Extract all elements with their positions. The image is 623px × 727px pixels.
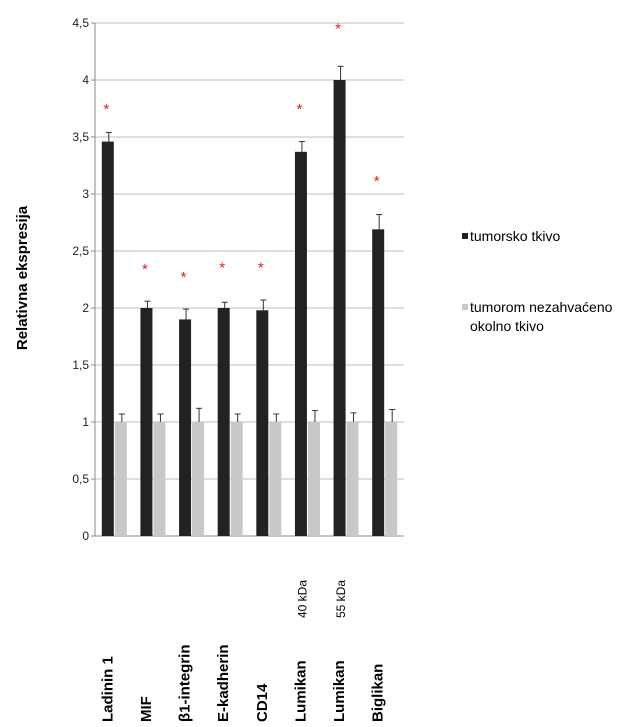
bar-surrounding xyxy=(385,422,398,536)
error-bars xyxy=(105,65,396,422)
significance-star: * xyxy=(103,101,109,118)
y-tick-label: 0,5 xyxy=(72,472,89,486)
x-category-label: E-kadherin xyxy=(215,644,232,722)
y-tick-label: 4 xyxy=(82,73,89,87)
x-category-label: Lumikan xyxy=(292,660,309,722)
legend-label-surrounding: tumorom nezahvaćeno okolno tkivo xyxy=(470,298,612,336)
x-category-label: Biglikan xyxy=(370,664,387,722)
significance-star: * xyxy=(258,260,264,277)
legend-swatch-tumor xyxy=(462,233,468,239)
x-category-label: β1-integrin xyxy=(177,645,194,723)
x-category-sublabel: 55 kDa xyxy=(334,580,348,618)
y-tick-label: 0 xyxy=(82,529,89,543)
significance-star: * xyxy=(335,20,341,37)
bar-surrounding xyxy=(153,422,166,536)
y-tick-label: 4,5 xyxy=(72,16,89,30)
bar-surrounding xyxy=(269,422,282,536)
x-axis-labels: Ladinin 1 MIF β1-integrin E-kadherin CD14 Lum… xyxy=(99,580,386,722)
bar-tumor xyxy=(140,308,153,536)
y-axis-label: Relativna ekspresija xyxy=(14,205,31,350)
bars xyxy=(101,80,398,536)
significance-star: * xyxy=(142,261,148,278)
x-category-sublabel: 40 kDa xyxy=(295,580,309,618)
x-category-label: CD14 xyxy=(254,683,271,722)
y-tick-label: 3,5 xyxy=(72,130,89,144)
y-tick-label: 1,5 xyxy=(72,358,89,372)
legend-item-surrounding: tumorom nezahvaćeno okolno tkivo xyxy=(462,298,612,336)
bar-tumor xyxy=(372,229,385,536)
legend-label-tumor: tumorsko tkivo xyxy=(470,228,561,244)
legend-label-surrounding-line1: tumorom nezahvaćeno xyxy=(470,299,613,315)
legend-item-tumor: tumorsko tkivo xyxy=(462,227,560,246)
y-tick-label: 1 xyxy=(82,415,89,429)
bar-tumor xyxy=(101,141,114,536)
significance-star: * xyxy=(297,101,303,118)
bar-tumor xyxy=(256,310,269,536)
significance-star: * xyxy=(374,173,380,190)
y-tick-label: 3 xyxy=(82,187,89,201)
bar-tumor xyxy=(217,308,230,536)
significance-star: * xyxy=(219,260,225,277)
bar-surrounding xyxy=(230,422,243,536)
y-axis: 0 0,5 1 1,5 2 2,5 3 3,5 4 4,5 xyxy=(72,16,404,543)
x-category-label: Ladinin 1 xyxy=(99,656,116,722)
legend-label-surrounding-line2: okolno tkivo xyxy=(470,318,544,334)
bar-tumor xyxy=(333,80,346,536)
legend-swatch-surrounding xyxy=(462,304,468,310)
x-category-label: MIF xyxy=(138,696,155,722)
significance-star: * xyxy=(181,269,187,286)
y-tick-label: 2 xyxy=(82,301,89,315)
y-tick-label: 2,5 xyxy=(72,244,89,258)
bar-surrounding xyxy=(192,422,205,536)
bar-tumor xyxy=(294,151,307,536)
significance-markers: * * * * * * * * xyxy=(103,20,379,286)
bar-surrounding xyxy=(346,422,359,536)
bar-tumor xyxy=(179,319,192,536)
x-category-label: Lumikan xyxy=(331,660,348,722)
bar-surrounding xyxy=(114,422,127,536)
bar-surrounding xyxy=(307,422,320,536)
